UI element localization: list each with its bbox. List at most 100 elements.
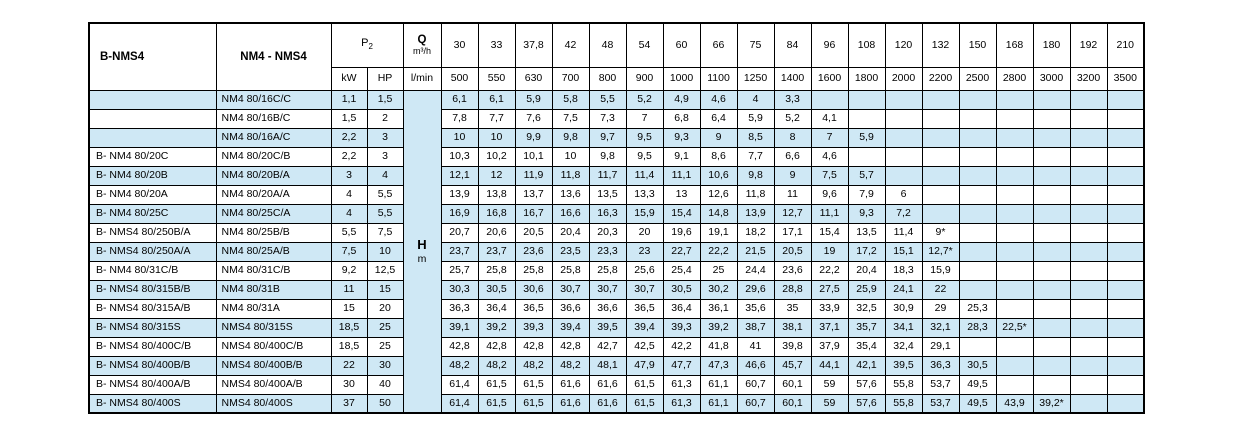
head-value: 25	[699, 260, 738, 281]
head-value	[1032, 317, 1071, 338]
head-value: 25,8	[477, 260, 516, 281]
p2-label: P	[361, 37, 369, 50]
table-row: B- NMS4 80/315A/B NM4 80/31A 15 20 36,3 36,4 3…	[88, 298, 1145, 319]
head-value: 19,1	[699, 222, 738, 243]
head-value: 46,6	[736, 355, 775, 376]
head-value: 7,8	[440, 108, 479, 129]
head-value: 36,5	[514, 298, 553, 319]
power-hp: 50	[366, 393, 404, 414]
head-value: 6,1	[477, 89, 516, 110]
head-value: 43,9	[995, 393, 1034, 414]
head-value: 18,3	[884, 260, 923, 281]
head-value: 15,4	[810, 222, 849, 243]
head-value: 25,6	[625, 260, 664, 281]
b-series-name: B- NMS4 80/315S	[88, 317, 217, 338]
head-value: 16,8	[477, 203, 516, 224]
model-name: NM4 80/20B/A	[215, 165, 332, 186]
head-value: 6,6	[773, 146, 812, 167]
head-value: 23,7	[440, 241, 479, 262]
table-row: B- NMS4 80/250B/A NM4 80/25B/B 5,5 7,5 20,7 2…	[88, 222, 1145, 243]
kw-header: kW	[330, 66, 368, 91]
table-row: B- NM4 80/31C/B NM4 80/31C/B 9,2 12,5 25,7 25…	[88, 260, 1145, 281]
head-value: 60,7	[736, 374, 775, 395]
head-value: 9,3	[662, 127, 701, 148]
pump-performance-table: B-NMS4 NM4 - NMS4 P2 Q m³/h 30 33 37,8 42 48…	[88, 22, 1145, 414]
head-value	[1106, 355, 1145, 376]
head-value: 13	[662, 184, 701, 205]
col-header-p2: P2	[330, 22, 404, 68]
head-value	[921, 203, 960, 224]
head-value: 36,1	[699, 298, 738, 319]
power-hp: 25	[366, 336, 404, 357]
head-value: 53,7	[921, 374, 960, 395]
flow-m3h-header: 150	[958, 22, 997, 68]
head-value: 7,7	[477, 108, 516, 129]
head-value: 10	[551, 146, 590, 167]
head-value: 30,7	[625, 279, 664, 300]
head-value: 28,3	[958, 317, 997, 338]
head-value	[810, 89, 849, 110]
head-value	[1106, 108, 1145, 129]
head-value: 29	[921, 298, 960, 319]
power-kw: 18,5	[330, 336, 368, 357]
model-name: NM4 80/20C/B	[215, 146, 332, 167]
head-value: 36,5	[625, 298, 664, 319]
head-value: 10,2	[477, 146, 516, 167]
power-hp: 40	[366, 374, 404, 395]
head-value: 12,7	[773, 203, 812, 224]
head-value: 44,1	[810, 355, 849, 376]
head-value	[1069, 184, 1108, 205]
head-value	[995, 89, 1034, 110]
head-value: 10	[440, 127, 479, 148]
head-value	[921, 127, 960, 148]
head-value: 39,1	[440, 317, 479, 338]
head-value: 39,2*	[1032, 393, 1071, 414]
head-value: 61,4	[440, 393, 479, 414]
head-value: 10,3	[440, 146, 479, 167]
head-value	[1106, 127, 1145, 148]
head-value: 37,1	[810, 317, 849, 338]
head-value: 19	[810, 241, 849, 262]
head-value	[1032, 279, 1071, 300]
head-value: 23	[625, 241, 664, 262]
head-value: 39,4	[551, 317, 590, 338]
head-value: 36,6	[588, 298, 627, 319]
head-value: 48,2	[514, 355, 553, 376]
col-header-q: Q m³/h	[402, 22, 442, 68]
head-value: 11,9	[514, 165, 553, 186]
head-value: 39,2	[699, 317, 738, 338]
head-value: 5,9	[736, 108, 775, 129]
head-value: 13,3	[625, 184, 664, 205]
head-value: 32,5	[847, 298, 886, 319]
head-value: 42,7	[588, 336, 627, 357]
b-series-name: B- NM4 80/31C/B	[88, 260, 217, 281]
head-value: 48,2	[477, 355, 516, 376]
flow-m3h-header: 37,8	[514, 22, 553, 68]
head-value	[958, 203, 997, 224]
table-row: B- NM4 80/20A NM4 80/20A/A 4 5,5 13,9 13,8 13,…	[88, 184, 1145, 205]
head-value: 61,6	[588, 393, 627, 414]
head-value	[1069, 203, 1108, 224]
head-value: 61,3	[662, 374, 701, 395]
flow-lmin-header: 2800	[995, 66, 1034, 91]
head-value: 61,5	[477, 393, 516, 414]
head-value	[1106, 298, 1145, 319]
head-value	[1069, 355, 1108, 376]
head-value: 61,1	[699, 393, 738, 414]
head-value: 33,9	[810, 298, 849, 319]
head-value: 61,6	[551, 393, 590, 414]
model-name: NM4 80/31A	[215, 298, 332, 319]
head-value: 13,8	[477, 184, 516, 205]
b-series-name	[88, 108, 217, 129]
head-value: 5,9	[847, 127, 886, 148]
head-value: 55,8	[884, 393, 923, 414]
head-value: 5,5	[588, 89, 627, 110]
head-value: 14,8	[699, 203, 738, 224]
head-value	[995, 336, 1034, 357]
b-series-name: B- NMS4 80/250A/A	[88, 241, 217, 262]
head-value: 20,5	[514, 222, 553, 243]
power-kw: 11	[330, 279, 368, 300]
head-value	[1106, 260, 1145, 281]
head-value: 36,3	[440, 298, 479, 319]
